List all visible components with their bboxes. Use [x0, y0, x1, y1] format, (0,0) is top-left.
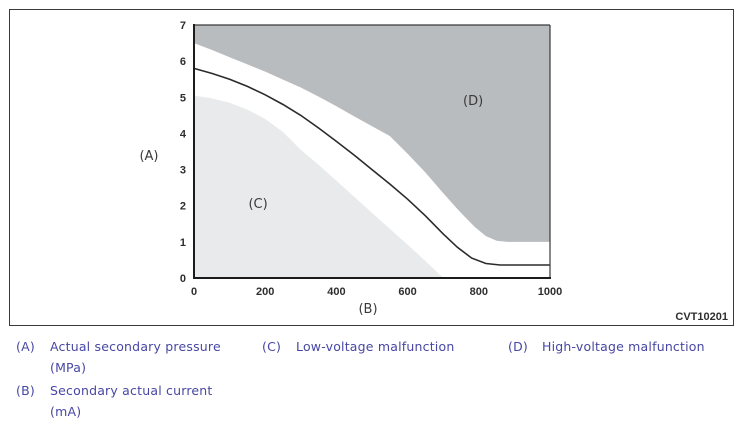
legend-label: High-voltage malfunction — [542, 339, 705, 354]
y-axis-ticks: 0 1 2 3 4 5 6 7 — [180, 20, 187, 285]
legend-label: Low-voltage malfunction — [296, 339, 455, 354]
region-high-voltage — [194, 25, 550, 242]
legend-unit: (MPa) — [50, 360, 87, 375]
y-axis-label: (A) — [139, 149, 158, 164]
legend-item-a: (A) Actual secondary pressure (MPa) — [16, 336, 221, 378]
y-tick-label: 4 — [180, 128, 187, 140]
region-label: (C) — [248, 197, 267, 212]
chart-regions — [194, 25, 550, 278]
x-axis-ticks: 0 200 400 600 800 1000 — [191, 286, 562, 298]
legend-item-b: (B) Secondary actual current (mA) — [16, 380, 213, 422]
legend-key: (C) — [262, 339, 282, 354]
x-tick-label: 200 — [256, 286, 274, 298]
legend-text: Low-voltage malfunction — [296, 336, 454, 357]
y-tick-label: 0 — [180, 273, 186, 285]
legend-item-c: (C) Low-voltage malfunction — [262, 336, 454, 357]
figure-code: CVT10201 — [675, 311, 728, 323]
y-tick-label: 1 — [180, 237, 186, 249]
x-tick-label: 800 — [470, 286, 488, 298]
legend-text: High-voltage malfunction — [542, 336, 705, 357]
standard-pressure-curve — [193, 67, 550, 266]
legend-item-d: (D) High-voltage malfunction — [508, 336, 705, 357]
legend-unit: (mA) — [50, 404, 82, 419]
y-tick-label: 5 — [180, 92, 186, 104]
y-tick-label: 6 — [180, 56, 186, 68]
x-axis-label: (B) — [358, 302, 377, 317]
legend-key: (B) — [16, 383, 35, 398]
legend-text: Actual secondary pressure (MPa) — [50, 336, 221, 378]
y-tick-label: 7 — [180, 20, 186, 32]
x-tick-label: 600 — [398, 286, 416, 298]
legend-key: (D) — [508, 339, 528, 354]
chart-curves — [193, 67, 550, 266]
x-tick-label: 1000 — [538, 286, 562, 298]
legend-label: Secondary actual current — [50, 383, 213, 398]
y-tick-label: 3 — [180, 165, 186, 177]
x-tick-label: 0 — [191, 286, 197, 298]
region-labels: (C) (D) — [248, 94, 483, 212]
legend-key: (A) — [16, 339, 35, 354]
legend-label: Actual secondary pressure — [50, 339, 221, 354]
pressure-current-chart: 0 1 2 3 4 5 6 7 0 200 400 600 800 1000 (C) (D) (A) (B… — [139, 20, 728, 323]
figure-panel: 0 1 2 3 4 5 6 7 0 200 400 600 800 1000 (C) (D) (A) (B… — [9, 9, 734, 326]
y-tick-label: 2 — [180, 201, 186, 213]
legend-text: Secondary actual current (mA) — [50, 380, 213, 422]
region-label: (D) — [463, 94, 483, 109]
x-tick-label: 400 — [327, 286, 345, 298]
region-low-voltage — [194, 95, 444, 278]
